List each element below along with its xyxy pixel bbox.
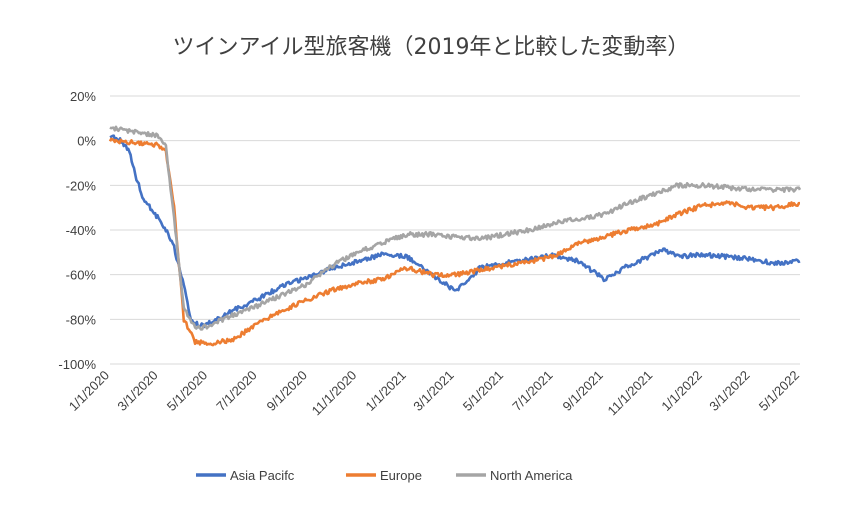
series-line-asia-pacifc [109,134,801,329]
y-axis-ticks: 20% 0% -20% -40% -60% -80% -100% [58,89,96,372]
x-tick-label: 5/1/2022 [756,368,802,414]
x-tick-label: 3/1/2020 [114,368,160,414]
x-tick-label: 1/1/2022 [658,368,704,414]
legend-label: Asia Pacifc [230,468,295,483]
y-tick-label: -20% [66,178,97,193]
series-line-north-america [109,125,802,331]
x-tick-label: 3/1/2021 [410,368,456,414]
x-tick-label: 1/1/2021 [362,368,408,414]
x-tick-label: 11/1/2020 [309,368,360,419]
x-axis-ticks: 1/1/2020 3/1/2020 5/1/2020 7/1/2020 9/1/2020… [66,368,802,419]
x-tick-label: 7/1/2020 [213,368,259,414]
x-tick-label: 3/1/2022 [706,368,752,414]
y-tick-label: 0% [77,134,96,149]
x-tick-label: 5/1/2020 [164,368,210,414]
y-tick-label: -40% [66,223,97,238]
x-tick-label: 9/1/2021 [560,368,606,414]
x-tick-label: 1/1/2020 [66,368,112,414]
y-tick-label: -60% [66,268,97,283]
legend: Asia Pacifc Europe North America [196,468,573,483]
x-tick-label: 9/1/2020 [264,368,310,414]
chart-title: ツインアイル型旅客機（2019年と比較した変動率） [173,35,690,60]
x-tick-label: 5/1/2021 [460,368,506,414]
series-line-europe [108,137,801,347]
series-lines [108,125,802,347]
x-tick-label: 7/1/2021 [509,368,555,414]
legend-label: North America [490,468,573,483]
legend-label: Europe [380,468,422,483]
x-tick-label: 11/1/2021 [605,368,656,419]
y-tick-label: -80% [66,312,97,327]
y-tick-label: 20% [70,89,96,104]
y-tick-label: -100% [58,357,96,372]
